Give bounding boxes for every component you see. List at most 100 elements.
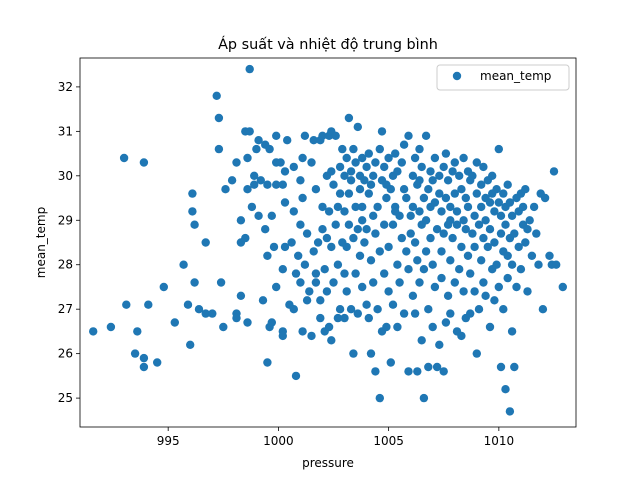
data-point	[492, 260, 501, 269]
data-point	[435, 340, 444, 349]
data-point	[369, 278, 378, 287]
data-point	[280, 167, 290, 176]
data-point	[340, 207, 349, 216]
data-point	[272, 282, 281, 292]
data-point	[236, 216, 246, 225]
data-point	[344, 189, 354, 198]
data-point	[384, 287, 393, 296]
data-point	[424, 362, 433, 372]
data-point	[481, 216, 490, 225]
data-point	[219, 322, 228, 332]
data-point	[289, 207, 298, 216]
data-point	[335, 305, 345, 314]
y-tick-label: 29	[58, 213, 73, 227]
data-point	[525, 216, 534, 225]
x-tick-label: 1000	[263, 434, 294, 448]
data-point	[243, 185, 252, 194]
data-point	[468, 229, 477, 238]
data-point	[415, 176, 424, 185]
y-tick-label: 27	[58, 302, 73, 316]
data-point	[144, 300, 153, 309]
data-point	[402, 193, 411, 203]
data-point	[510, 229, 519, 238]
data-point	[499, 189, 508, 198]
data-point	[351, 202, 360, 212]
data-point	[329, 278, 338, 287]
data-point	[532, 229, 541, 238]
data-point	[457, 242, 466, 252]
data-point	[364, 149, 373, 158]
data-point	[236, 291, 246, 300]
legend-box	[436, 64, 570, 91]
data-point	[527, 251, 537, 260]
data-point	[413, 367, 422, 376]
data-point	[512, 282, 521, 292]
data-point	[448, 167, 457, 176]
data-point	[186, 340, 195, 349]
data-point	[446, 309, 455, 318]
data-point	[366, 349, 376, 358]
x-tick-label: 995	[157, 434, 180, 448]
data-point	[214, 144, 224, 154]
data-point	[397, 233, 406, 243]
data-point	[410, 309, 420, 318]
data-point	[232, 158, 241, 167]
data-point	[421, 216, 431, 225]
data-point	[540, 193, 550, 203]
data-point	[521, 185, 530, 194]
data-point	[499, 305, 508, 314]
data-point	[221, 185, 230, 194]
data-point	[278, 331, 287, 341]
data-point	[355, 185, 365, 194]
data-point	[349, 233, 358, 243]
data-point	[267, 211, 276, 220]
data-point	[280, 242, 290, 252]
data-point	[388, 220, 398, 229]
data-point	[316, 313, 325, 323]
data-point	[298, 193, 307, 203]
data-point	[364, 189, 373, 198]
data-point	[287, 238, 296, 247]
data-point	[360, 238, 369, 247]
data-point	[327, 336, 336, 345]
data-point	[267, 318, 276, 327]
data-point	[485, 198, 495, 207]
data-point	[346, 305, 356, 314]
data-point	[263, 180, 272, 189]
data-point	[201, 238, 210, 247]
data-point	[344, 113, 354, 123]
data-point	[371, 367, 380, 376]
data-point	[463, 251, 473, 260]
data-point	[212, 91, 221, 101]
data-point	[483, 242, 492, 252]
data-point	[430, 198, 440, 207]
data-point	[340, 171, 349, 180]
data-point	[307, 331, 316, 341]
data-point	[355, 251, 365, 260]
data-point	[477, 180, 486, 189]
data-point	[333, 313, 343, 323]
y-tick-label: 30	[58, 169, 73, 183]
data-point	[377, 127, 387, 136]
data-point	[428, 260, 437, 269]
data-point	[375, 144, 384, 154]
data-point	[133, 327, 142, 336]
data-point	[362, 162, 371, 172]
data-point	[430, 153, 440, 163]
data-point	[439, 367, 448, 376]
data-point	[450, 278, 459, 287]
data-point	[351, 158, 360, 167]
data-point	[322, 287, 332, 296]
data-point	[371, 158, 380, 167]
data-point	[190, 220, 199, 229]
data-point	[349, 144, 358, 154]
data-point	[258, 296, 268, 305]
data-point	[461, 225, 470, 234]
data-point	[353, 225, 362, 234]
data-point	[380, 269, 389, 278]
data-point	[450, 158, 459, 167]
data-point	[335, 189, 345, 198]
data-point	[461, 193, 470, 203]
data-point	[490, 238, 499, 247]
